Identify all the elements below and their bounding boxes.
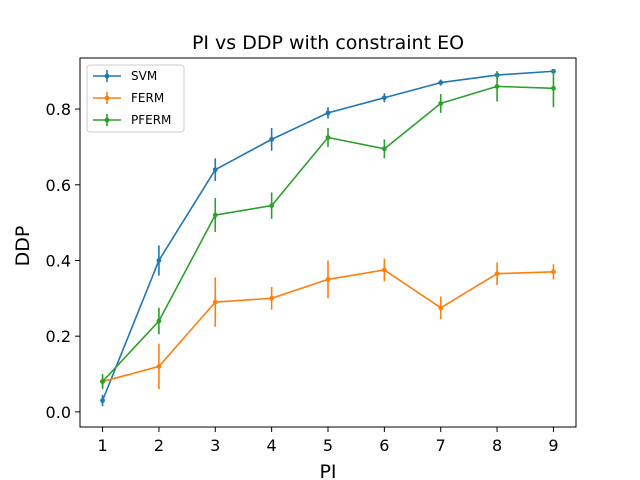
point-ferm-6: [381, 267, 387, 273]
x-tick-label-7: 7: [436, 436, 446, 455]
point-svm-5: [325, 110, 331, 116]
legend-marker-ferm: [104, 95, 110, 101]
legend-label-svm: SVM: [131, 69, 157, 83]
series-pferm: [100, 69, 556, 390]
y-tick-label-4: 0.8: [46, 100, 71, 119]
point-ferm-4: [269, 295, 275, 301]
point-pferm-4: [269, 203, 275, 209]
point-pferm-1: [100, 379, 105, 384]
x-tick-label-2: 2: [154, 436, 164, 455]
point-pferm-3: [212, 212, 218, 218]
point-ferm-5: [325, 277, 331, 282]
point-ferm-3: [212, 299, 218, 305]
legend-label-pferm: PFERM: [131, 113, 171, 127]
y-tick-label-0: 0.0: [46, 403, 71, 422]
y-tick-label-2: 0.4: [46, 251, 71, 270]
point-svm-4: [269, 136, 275, 142]
point-pferm-8: [494, 83, 500, 89]
legend: SVM FERM PFERM: [86, 64, 185, 133]
axes-frame: [79, 57, 577, 428]
legend-box: [86, 64, 185, 133]
y-tick-label-3: 0.6: [46, 176, 71, 195]
point-ferm-9: [551, 269, 556, 275]
point-svm-3: [212, 167, 218, 173]
series-ferm: [100, 258, 556, 390]
point-pferm-6: [381, 146, 387, 152]
point-ferm-8: [494, 271, 500, 277]
x-tick-label-3: 3: [210, 436, 220, 455]
y-axis-label: DDP: [12, 226, 34, 267]
x-tick-label-1: 1: [97, 436, 107, 455]
y-tick-label-1: 0.2: [46, 327, 71, 346]
legend-marker-svm: [104, 73, 110, 79]
x-tick-label-6: 6: [379, 436, 389, 455]
point-pferm-7: [438, 101, 444, 106]
point-ferm-7: [438, 305, 444, 311]
point-svm-2: [156, 258, 162, 263]
point-svm-7: [438, 80, 444, 85]
legend-label-ferm: FERM: [131, 91, 164, 105]
x-axis-label: PI: [319, 461, 336, 480]
point-ferm-2: [156, 364, 162, 369]
x-tick-label-5: 5: [323, 436, 333, 455]
point-svm-1: [100, 398, 105, 403]
x-tick-label-8: 8: [492, 436, 502, 455]
x-tick-label-9: 9: [548, 436, 558, 455]
point-pferm-9: [551, 85, 556, 91]
legend-marker-pferm: [104, 117, 110, 123]
chart-title: PI vs DDP with constraint EO: [192, 32, 464, 54]
plot-area: 1 2 3 4 5 6 7 8 9 0.0 0.2 0.4 0.6 0.8: [46, 57, 577, 455]
point-svm-6: [381, 95, 387, 101]
x-tick-label-4: 4: [267, 436, 277, 455]
series-svm: [100, 68, 556, 407]
point-pferm-2: [156, 318, 162, 324]
point-pferm-5: [325, 135, 331, 140]
